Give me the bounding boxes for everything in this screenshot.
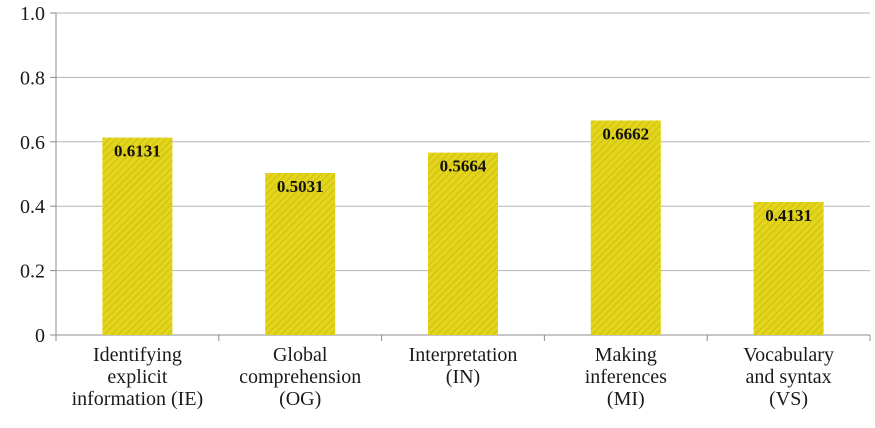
x-category-label: (VS)	[769, 388, 808, 410]
bar	[102, 137, 173, 335]
x-category-label: (OG)	[279, 388, 321, 410]
x-category-label: Vocabulary	[743, 344, 834, 366]
x-category-label: Global	[273, 344, 328, 366]
x-category-label: (MI)	[607, 388, 645, 410]
data-label: 0.6662	[602, 124, 649, 143]
gridlines	[56, 12, 870, 272]
y-tick-label: 0	[35, 325, 45, 347]
x-category-label: Making	[595, 344, 657, 366]
bar	[590, 120, 661, 335]
x-category-label: inferences	[585, 366, 667, 388]
x-category-label: explicit	[107, 366, 167, 388]
y-tick-label: 0.4	[20, 196, 45, 218]
x-category-label: Interpretation	[409, 344, 518, 366]
x-category-label: comprehension	[239, 366, 361, 388]
bar	[428, 152, 498, 335]
x-category-label: and syntax	[746, 366, 832, 388]
x-category-label: information (IE)	[72, 388, 204, 410]
x-category-label: (IN)	[446, 366, 480, 388]
y-tick-label: 0.8	[20, 67, 45, 89]
data-label: 0.6131	[114, 142, 161, 161]
y-tick-label: 0.2	[20, 261, 45, 283]
bars	[102, 120, 824, 335]
data-label: 0.5664	[440, 157, 487, 176]
data-label: 0.5031	[277, 177, 324, 196]
labels: 0 0.2 0.4 0.6 0.8 1.0 0.6131 Identifyingexplici…	[20, 3, 834, 410]
bar	[753, 201, 824, 335]
bar	[265, 173, 336, 335]
data-label: 0.4131	[765, 206, 812, 225]
x-category-label: Identifying	[93, 344, 182, 366]
y-tick-label: 1.0	[20, 3, 45, 25]
y-tick-label: 0.6	[20, 132, 45, 154]
